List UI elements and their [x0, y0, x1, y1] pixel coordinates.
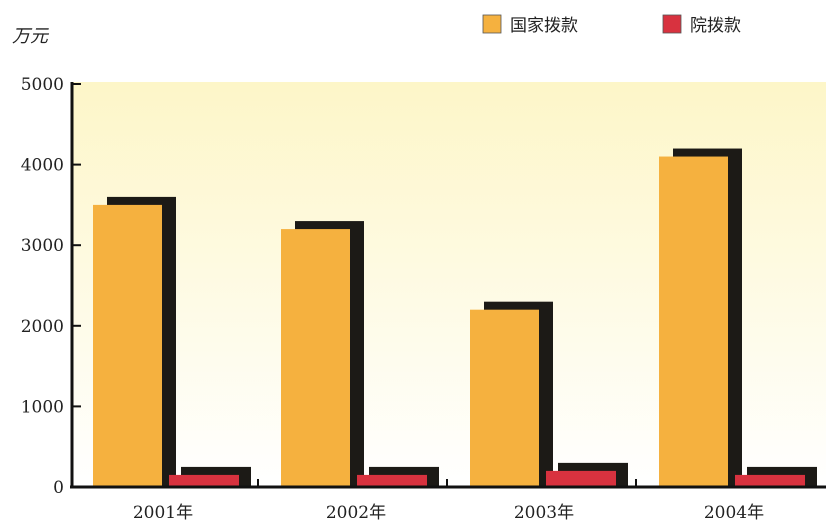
y-tick-label: 3000 — [21, 236, 64, 256]
bar-series-1 — [93, 204, 162, 487]
bars — [93, 148, 817, 488]
legend-swatch-series-2 — [662, 14, 682, 34]
x-tick-label: 2001年 — [133, 503, 193, 523]
bar-series-1 — [659, 156, 728, 488]
y-tick-label: 1000 — [21, 397, 64, 417]
bar-series-2 — [546, 470, 616, 487]
x-axis: 2001年 2002年 2003年 2004年 — [70, 479, 826, 523]
bar-series-2 — [357, 474, 427, 487]
legend-label-series-2: 院拨款 — [690, 16, 741, 36]
legend: 国家拨款 院拨款 — [482, 14, 741, 36]
x-tick-label: 2002年 — [326, 503, 386, 523]
bar-series-1 — [470, 309, 539, 487]
y-tick-label: 0 — [53, 478, 64, 498]
y-axis: 0 1000 2000 3000 4000 5000 — [21, 75, 81, 498]
y-tick-label: 2000 — [21, 317, 64, 337]
y-tick-label: 5000 — [21, 75, 64, 95]
legend-item-series-1: 国家拨款 — [482, 14, 578, 36]
y-unit-label: 万元 — [12, 26, 50, 47]
x-tick-label: 2003年 — [514, 503, 574, 523]
legend-item-series-2: 院拨款 — [662, 14, 741, 36]
bar-series-2 — [735, 474, 805, 487]
y-tick-label: 4000 — [21, 156, 64, 176]
legend-swatch-series-1 — [482, 14, 502, 34]
bar-series-1 — [281, 229, 350, 487]
bar-series-2 — [169, 474, 239, 487]
x-tick-label: 2004年 — [704, 503, 764, 523]
legend-label-series-1: 国家拨款 — [510, 16, 578, 36]
